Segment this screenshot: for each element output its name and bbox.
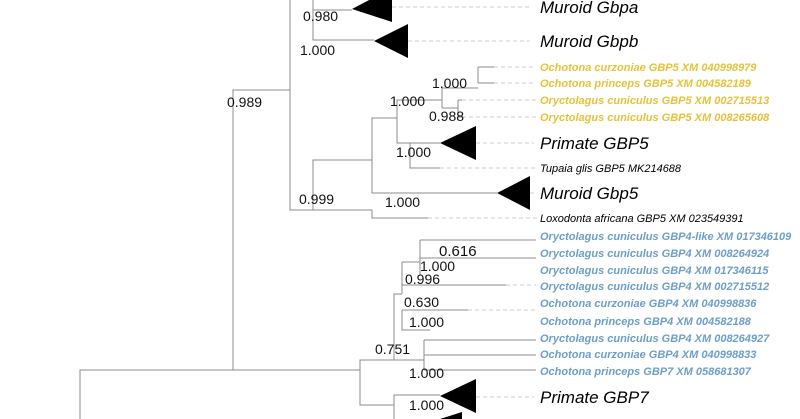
support-value: 1.000 (300, 42, 335, 58)
support-value: 1.000 (390, 93, 425, 109)
support-value: 0.999 (299, 191, 334, 207)
leaf-label-ocun-gbp4-c: Oryctolagus cuniculus GBP4 XM 002715512 (540, 281, 769, 293)
leaf-label-ocun-gbp4like: Oryctolagus cuniculus GBP4-like XM 01734… (540, 231, 792, 243)
branch-gbp4-like (419, 239, 536, 275)
branch-lago-gbp5 (441, 87, 478, 109)
leaf-label-opri-gbp5: Ochotona princeps GBP5 XM 004582189 (540, 78, 752, 90)
collapsed-clade-primate-gbp5[interactable] (440, 126, 476, 160)
branch-node-lago-primate (396, 99, 442, 144)
leaf-label-primate-gbp7: Primate GBP7 (540, 388, 649, 407)
support-value: 0.996 (405, 271, 440, 287)
leaf-label-ocun-gbp5-a: Oryctolagus cuniculus GBP5 XM 002715513 (540, 95, 769, 107)
branch-node-1000-muroid5 (371, 117, 497, 194)
leaf-label-muroid-gbpb: Muroid Gbpb (540, 32, 638, 51)
collapsed-clade-primate-gbp7[interactable] (440, 379, 476, 413)
branch-gbp7 (393, 394, 440, 419)
support-value: 1.000 (432, 75, 467, 91)
support-value: 1.000 (409, 397, 444, 413)
support-value: 0.616 (439, 243, 477, 260)
collapsed-clade-muroid-gbp5[interactable] (497, 176, 530, 210)
leaf-label-opri-gbp7: Ochotona princeps GBP7 XM 058681307 (540, 366, 752, 378)
collapsed-clade-lower[interactable] (440, 412, 462, 419)
branch-gbp4-backbone (359, 359, 394, 406)
support-value: 1.000 (409, 314, 444, 330)
branch-node-0999 (312, 159, 428, 219)
branch-primate-tupaia (409, 142, 440, 169)
leaf-guides (392, 6, 538, 398)
leaf-label-ocur-gbp4-b: Ochotona curzoniae GBP4 XM 040998833 (540, 349, 756, 361)
support-value: 0.980 (303, 8, 338, 24)
branch-node-0989 (289, 0, 313, 211)
support-value: 0.989 (227, 94, 262, 110)
leaf-label-tupaia-gbp5: Tupaia glis GBP5 MK214688 (540, 163, 682, 175)
support-values: 0.980 1.000 0.989 1.000 1.000 0.988 1.00… (227, 8, 477, 413)
support-value: 1.000 (420, 258, 455, 274)
leaf-label-muroid-gbpa: Muroid Gbpa (540, 0, 638, 17)
leaf-label-opri-gbp4: Ochotona princeps GBP4 XM 004582188 (540, 316, 752, 328)
leaf-label-ocun-gbp4-d: Oryctolagus cuniculus GBP4 XM 008264927 (540, 333, 770, 345)
collapsed-clades (352, 0, 530, 419)
tree-branches (79, 0, 536, 419)
support-value: 1.000 (385, 194, 420, 210)
support-value: 0.630 (404, 294, 439, 310)
leaf-label-ocun-gbp5-b: Oryctolagus cuniculus GBP5 XM 008265608 (540, 112, 770, 124)
support-value: 1.000 (396, 144, 431, 160)
branch-ochotona-gbp5 (477, 66, 494, 84)
collapsed-clade-muroid-gbpa[interactable] (352, 0, 392, 22)
leaf-label-ocun-gbp4-a: Oryctolagus cuniculus GBP4 XM 008264924 (540, 248, 769, 260)
support-value: 1.000 (409, 365, 444, 381)
branch-oryctolagus-gbp5 (457, 99, 462, 118)
leaf-label-primate-gbp5: Primate GBP5 (540, 134, 649, 153)
leaf-labels: Muroid Gbpa Muroid Gbpb Ochotona curzoni… (540, 0, 792, 407)
branch-gbp4-lower (423, 339, 536, 371)
leaf-label-ocur-gbp5: Ochotona curzoniae GBP5 XM 040998979 (540, 62, 757, 74)
branch-gbp4-subclade (393, 293, 424, 361)
collapsed-clade-muroid-gbpb[interactable] (374, 24, 408, 58)
support-value: 0.988 (429, 108, 464, 124)
leaf-label-muroid-gbp5: Muroid Gbp5 (540, 184, 639, 203)
leaf-label-loxodonta-gbp5: Loxodonta africana GBP5 XM 023549391 (540, 213, 744, 225)
branch-muroid-gbpab (312, 0, 374, 41)
leaf-label-ocun-gbp4-b: Oryctolagus cuniculus GBP4 XM 017346115 (540, 265, 769, 277)
leaf-label-ocur-gbp4-a: Ochotona curzoniae GBP4 XM 040998836 (540, 298, 757, 310)
branch-gbp4-oryctolagus (401, 261, 506, 294)
support-value: 0.751 (375, 341, 410, 357)
branch-gbp4-ochotona (401, 309, 468, 331)
